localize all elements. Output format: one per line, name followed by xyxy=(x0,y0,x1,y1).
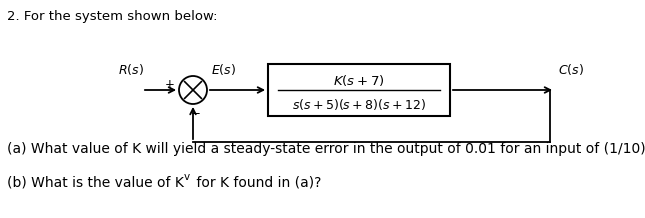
Text: for K found in (a)?: for K found in (a)? xyxy=(192,175,321,189)
Text: (b) What is the value of K: (b) What is the value of K xyxy=(7,175,184,189)
Text: 2. For the system shown below:: 2. For the system shown below: xyxy=(7,10,217,23)
Text: $R(s)$: $R(s)$ xyxy=(118,62,144,77)
Text: $E(s)$: $E(s)$ xyxy=(211,62,236,77)
Text: +: + xyxy=(165,78,175,92)
Text: $s(s + 5)(s + 8)(s + 12)$: $s(s + 5)(s + 8)(s + 12)$ xyxy=(292,97,426,111)
Text: (a) What value of K will yield a steady-state error in the output of 0.01 for an: (a) What value of K will yield a steady-… xyxy=(7,142,645,156)
Text: $K(s + 7)$: $K(s + 7)$ xyxy=(333,73,384,89)
Bar xyxy=(268,64,450,116)
Text: $C(s)$: $C(s)$ xyxy=(558,62,584,77)
Text: −: − xyxy=(191,107,201,120)
Text: v: v xyxy=(184,172,190,182)
